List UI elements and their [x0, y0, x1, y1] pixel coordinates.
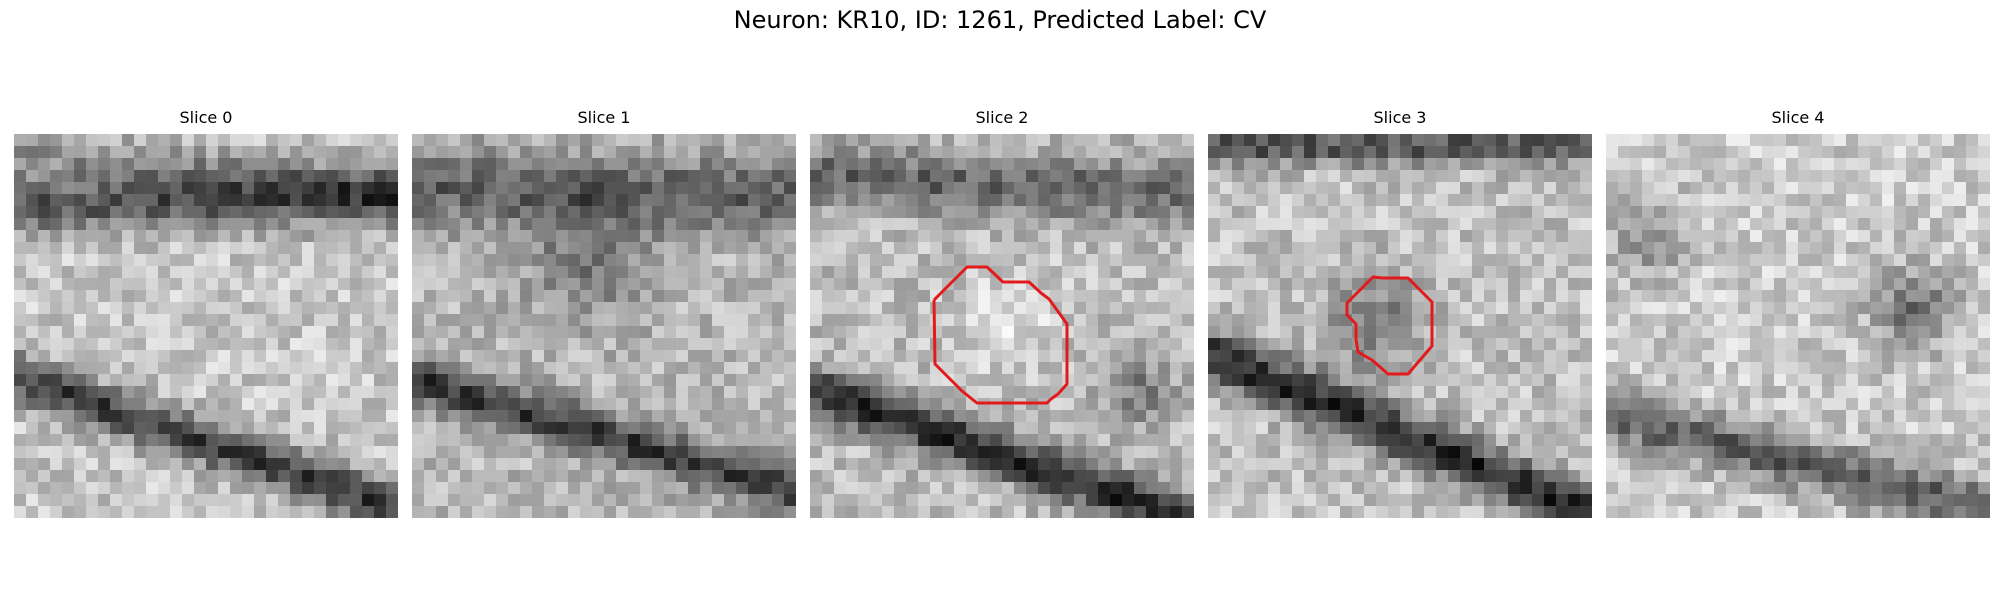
slice-title: Slice 4	[1771, 108, 1825, 127]
slice-image	[14, 134, 398, 518]
slice-image	[412, 134, 796, 518]
slice-image	[1606, 134, 1990, 518]
segmentation-outline	[1345, 275, 1434, 376]
segmentation-outline-layer	[1345, 275, 1434, 376]
slice-title: Slice 2	[975, 108, 1029, 127]
segmentation-outline-layer	[932, 265, 1069, 405]
slice-title: Slice 0	[179, 108, 233, 127]
segmentation-outline	[932, 265, 1069, 405]
slice-title: Slice 1	[577, 108, 631, 127]
slice-title: Slice 3	[1373, 108, 1427, 127]
slice-image	[810, 134, 1194, 518]
figure-title: Neuron: KR10, ID: 1261, Predicted Label:…	[733, 6, 1267, 34]
slice-image	[1208, 134, 1592, 518]
